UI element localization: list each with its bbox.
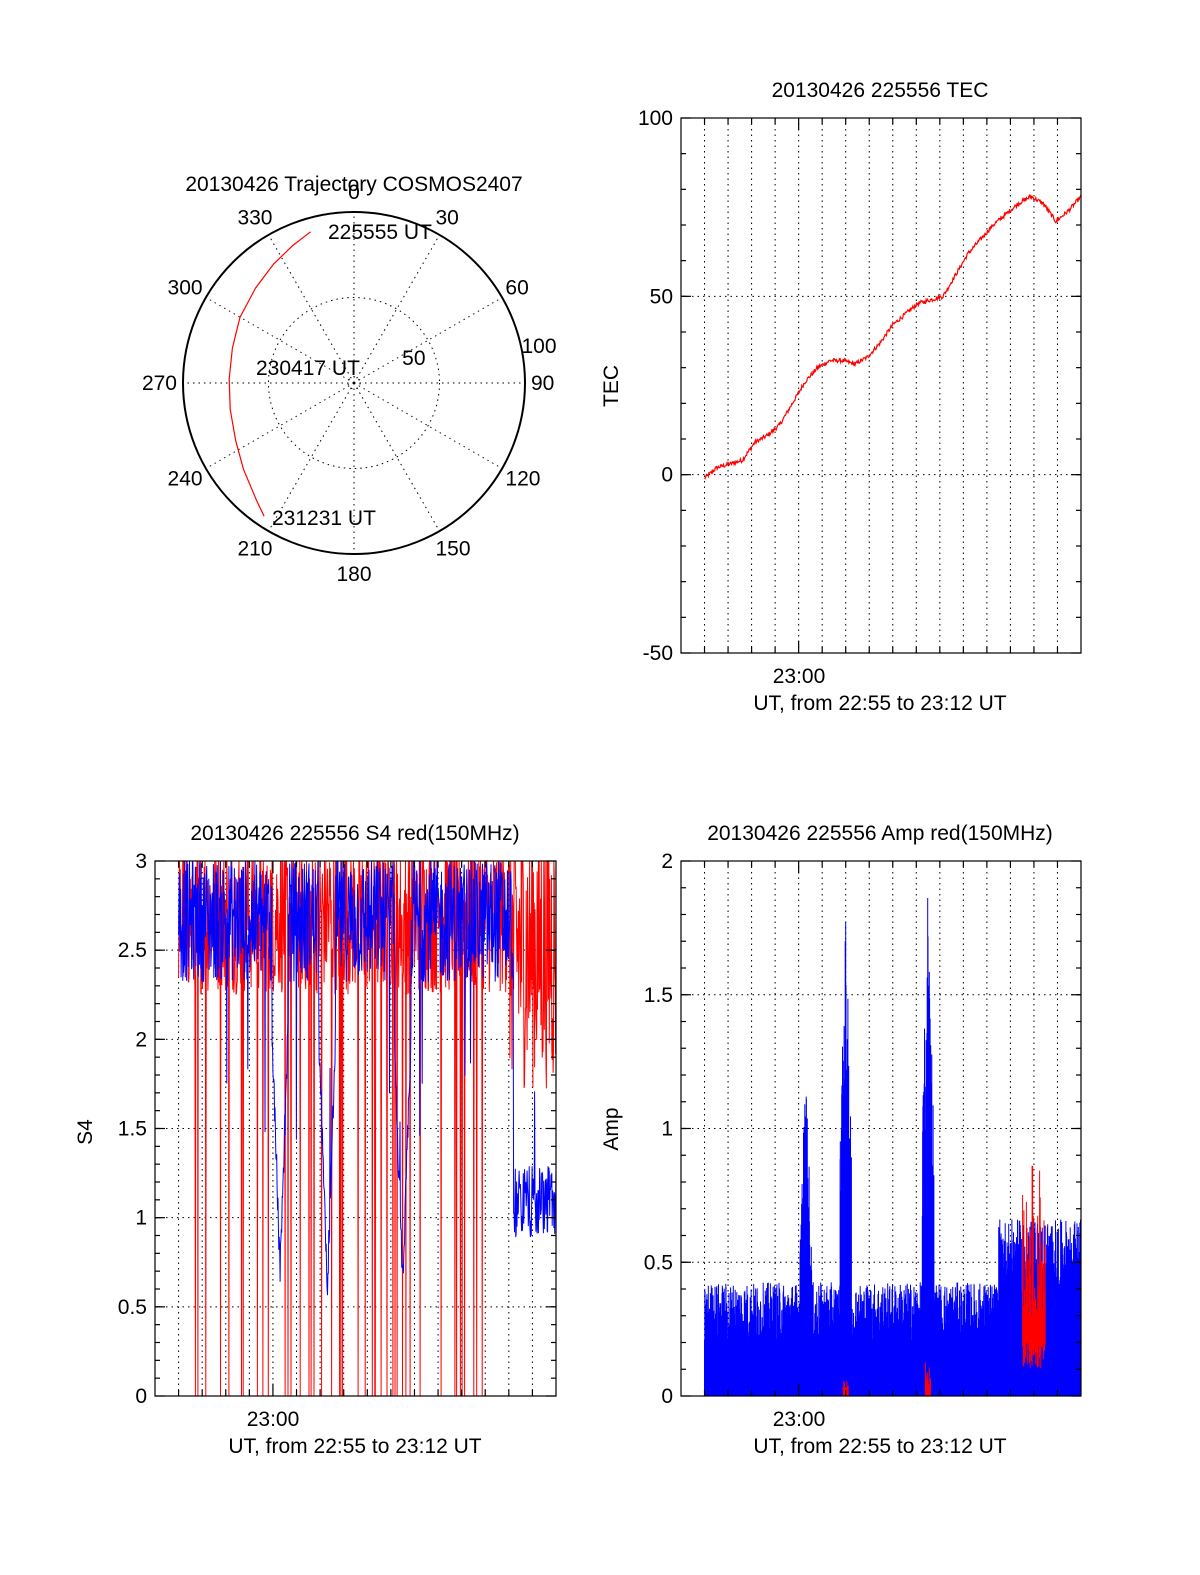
polar-spoke <box>268 382 355 532</box>
polar-spoke <box>268 234 355 384</box>
tec-panel: 20130426 225556 TEC 100 50 0 -50 23:00 UT, … <box>600 79 1082 715</box>
amp-red-series <box>842 1165 1046 1396</box>
azimuth-label: 150 <box>436 537 471 560</box>
s4-ytick-label: 1.5 <box>118 1118 147 1141</box>
polar-mid-circle <box>268 297 440 469</box>
tec-series-line <box>704 194 1082 480</box>
tec-ytick-label: 0 <box>661 464 673 487</box>
amp-x-tick-label: 23:00 <box>773 1408 826 1431</box>
azimuth-label: 30 <box>436 207 459 230</box>
s4-blue-series <box>178 860 557 1296</box>
polar-title: 20130426 Trajectory COSMOS2407 <box>185 173 522 196</box>
azimuth-label: 60 <box>505 277 528 300</box>
end-label: 231231 UT <box>272 507 376 530</box>
amp-ytick-label: 1 <box>661 1118 673 1141</box>
amp-x-label: UT, from 22:55 to 23:12 UT <box>753 1435 1006 1458</box>
s4-x-tick-label: 23:00 <box>247 1408 300 1431</box>
azimuth-label: 180 <box>336 563 371 586</box>
tec-y-label: TEC <box>600 365 623 407</box>
tec-x-tick-label: 23:00 <box>773 665 826 688</box>
tec-ytick-label: 100 <box>638 107 673 130</box>
azimuth-label: 120 <box>505 468 540 491</box>
polar-spoke <box>353 382 503 469</box>
amp-ytick-label: 2 <box>661 850 673 873</box>
tec-ytick-label: -50 <box>643 642 673 665</box>
amp-ytick-label: 1.5 <box>644 984 673 1007</box>
azimuth-label: 0 <box>348 181 360 204</box>
radial-label-100: 100 <box>521 335 556 358</box>
amp-ytick-label: 0.5 <box>644 1251 673 1274</box>
amp-ytick-label: 0 <box>661 1385 673 1408</box>
s4-panel: 20130426 225556 S4 red(150MHz) 3 2.5 2 1.5 1… <box>74 822 557 1458</box>
tec-grid <box>681 118 1081 653</box>
polar-grid <box>182 211 526 555</box>
s4-ytick-label: 3 <box>135 850 147 873</box>
polar-spoke <box>353 297 503 384</box>
s4-title: 20130426 225556 S4 red(150MHz) <box>190 822 519 845</box>
polar-spoke <box>205 297 355 384</box>
amp-y-ticks: 2 1.5 1 0.5 0 <box>644 850 1081 1408</box>
azimuth-label: 300 <box>168 277 203 300</box>
polar-panel: 20130426 Trajectory COSMOS2407 0 30 60 90 12… <box>142 173 557 586</box>
trajectory-line <box>228 231 311 517</box>
tec-x-label: UT, from 22:55 to 23:12 UT <box>753 692 1006 715</box>
s4-x-label: UT, from 22:55 to 23:12 UT <box>228 1435 481 1458</box>
azimuth-label: 240 <box>168 468 203 491</box>
azimuth-label: 210 <box>237 537 272 560</box>
azimuth-label: 90 <box>531 372 554 395</box>
tec-plot-frame <box>680 117 1082 654</box>
polar-spoke <box>353 234 440 384</box>
azimuth-label: 270 <box>142 372 177 395</box>
polar-azimuth-labels: 0 30 60 90 120 150 180 210 240 270 300 330 <box>142 181 554 586</box>
azimuth-label: 330 <box>237 207 272 230</box>
s4-ytick-label: 0 <box>135 1385 147 1408</box>
s4-ytick-label: 0.5 <box>118 1296 147 1319</box>
start-label: 225555 UT <box>328 221 432 244</box>
polar-spoke <box>353 382 440 532</box>
s4-ytick-label: 2.5 <box>118 939 147 962</box>
s4-ytick-label: 1 <box>135 1207 147 1230</box>
radial-label-50: 50 <box>402 347 425 370</box>
amp-y-label: Amp <box>600 1107 623 1150</box>
s4-y-ticks: 3 2.5 2 1.5 1 0.5 0 <box>118 850 556 1408</box>
amp-title: 20130426 225556 Amp red(150MHz) <box>707 822 1053 845</box>
s4-y-label: S4 <box>74 1119 97 1145</box>
mid-label: 230417 UT <box>256 357 360 380</box>
amp-panel: 20130426 225556 Amp red(150MHz) 2 1.5 1 0.5… <box>600 822 1082 1458</box>
tec-ytick-label: 50 <box>650 285 673 308</box>
polar-spoke <box>205 382 355 469</box>
s4-ytick-label: 2 <box>135 1028 147 1051</box>
tec-title: 20130426 225556 TEC <box>772 79 989 102</box>
tec-y-ticks: 100 50 0 -50 <box>638 107 1081 665</box>
